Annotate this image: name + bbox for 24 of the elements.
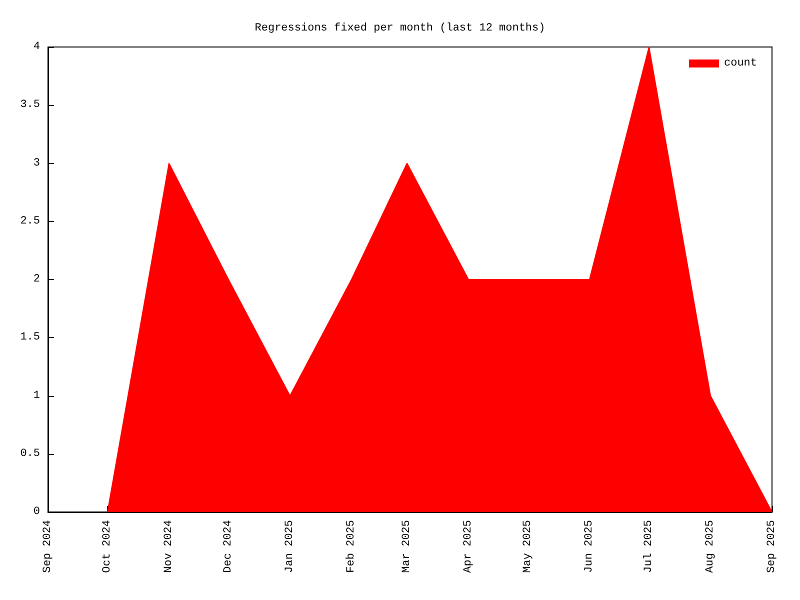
x-tick-label: Aug 2025 bbox=[704, 520, 717, 573]
x-tick-label: Oct 2024 bbox=[102, 520, 114, 573]
x-tick-label: Nov 2024 bbox=[162, 520, 175, 573]
y-tick-label: 0.5 bbox=[20, 448, 40, 460]
chart-title: Regressions fixed per month (last 12 months) bbox=[254, 22, 546, 34]
y-tick-label: 1 bbox=[33, 390, 40, 402]
x-tick-label: Apr 2025 bbox=[462, 520, 475, 573]
y-tick-label: 3 bbox=[33, 157, 40, 170]
y-tick-label: 2.5 bbox=[20, 215, 40, 228]
x-tick-label: Sep 2024 bbox=[42, 520, 54, 573]
x-tick-label: Jan 2025 bbox=[284, 520, 296, 573]
legend-label: count bbox=[724, 58, 758, 70]
y-tick-label: 0 bbox=[33, 506, 40, 518]
y-tick-label: 1.5 bbox=[20, 332, 40, 344]
x-tick-label: Sep 2025 bbox=[766, 520, 778, 573]
x-tick-label: Jun 2025 bbox=[584, 520, 596, 573]
x-tick-label: Mar 2025 bbox=[401, 520, 414, 573]
x-tick-label: Dec 2024 bbox=[222, 520, 235, 573]
x-tick-label: May 2025 bbox=[522, 520, 534, 573]
x-tick-label: Jul 2025 bbox=[643, 520, 656, 573]
x-tick-label: Feb 2025 bbox=[345, 520, 358, 573]
y-tick-label: 4 bbox=[33, 41, 40, 53]
y-tick-label: 2 bbox=[33, 274, 40, 286]
y-tick-label: 3.5 bbox=[20, 99, 40, 112]
